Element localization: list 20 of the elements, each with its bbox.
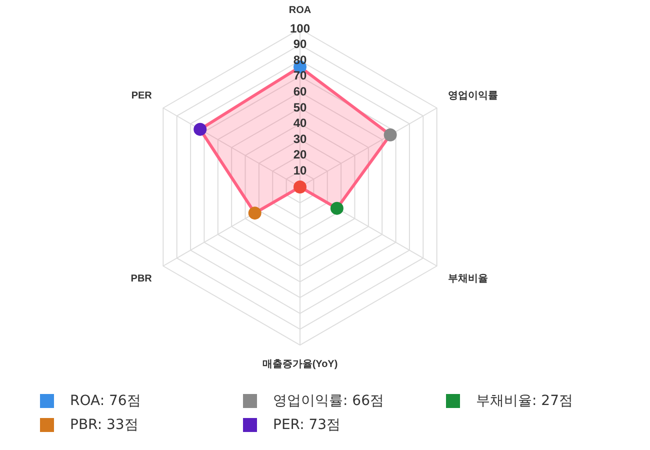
text: 영업이익률: 66점 xyxy=(273,392,384,410)
spoke-label: PBR xyxy=(130,273,153,284)
text: PER: 73점 xyxy=(273,416,341,434)
spoke-label: PER xyxy=(131,90,153,102)
spoke-label: 매출증가율(YoY) xyxy=(262,358,338,370)
spoke-label: ROA xyxy=(288,4,312,16)
spoke-label: 부채비율 xyxy=(448,273,488,284)
y-tick-label: 100 xyxy=(290,21,310,36)
y-tick-label: 20 xyxy=(293,148,307,162)
text: PBR: 33점 xyxy=(70,416,138,434)
y-tick-label: 50 xyxy=(293,100,307,114)
y-tick-label: 10 xyxy=(293,164,307,178)
y-tick-label: 70 xyxy=(293,68,307,83)
y-tick-label: 60 xyxy=(293,84,307,99)
y-tick-label: 40 xyxy=(293,116,307,130)
y-tick-label: 30 xyxy=(293,132,307,146)
y-tick-label: 90 xyxy=(293,37,307,52)
text: ROA: 76점 xyxy=(70,392,141,410)
text: 부채비율: 27점 xyxy=(476,392,573,410)
spoke-label: 영업이익률 xyxy=(448,90,498,102)
